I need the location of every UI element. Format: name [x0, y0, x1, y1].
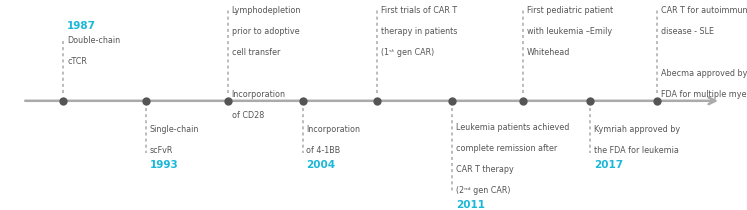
- Text: Leukemia patients achieved: Leukemia patients achieved: [456, 123, 569, 132]
- Text: complete remission after: complete remission after: [456, 144, 557, 153]
- Text: disease - SLE: disease - SLE: [661, 27, 714, 36]
- Text: Whitehead: Whitehead: [527, 48, 570, 57]
- Text: scFvR: scFvR: [149, 146, 173, 155]
- Text: Double-chain: Double-chain: [67, 36, 120, 45]
- Text: CAR T therapy: CAR T therapy: [456, 165, 513, 174]
- Text: 2021: 2021: [661, 0, 690, 2]
- Text: First pediatric patient: First pediatric patient: [527, 6, 613, 15]
- Text: CAR T for autoimmune: CAR T for autoimmune: [661, 6, 747, 15]
- Text: Single-chain: Single-chain: [149, 125, 199, 134]
- Text: of CD28: of CD28: [232, 111, 264, 120]
- Text: Incorporation: Incorporation: [232, 90, 285, 99]
- Text: of 4-1BB: of 4-1BB: [306, 146, 341, 155]
- Text: Incorporation: Incorporation: [306, 125, 360, 134]
- Text: Kymriah approved by: Kymriah approved by: [594, 125, 680, 134]
- Text: 1987: 1987: [67, 21, 96, 32]
- Text: Lymphodepletion: Lymphodepletion: [232, 6, 301, 15]
- Text: therapy in patients: therapy in patients: [381, 27, 457, 36]
- Text: FDA for multiple myeloma: FDA for multiple myeloma: [661, 90, 747, 99]
- Text: 2002: 2002: [232, 0, 261, 2]
- Text: (2ⁿᵈ gen CAR): (2ⁿᵈ gen CAR): [456, 186, 510, 195]
- Text: 2017: 2017: [594, 160, 623, 170]
- Text: prior to adoptive: prior to adoptive: [232, 27, 300, 36]
- Text: 1993: 1993: [149, 160, 178, 170]
- Text: First trials of CAR T: First trials of CAR T: [381, 6, 457, 15]
- Text: cTCR: cTCR: [67, 57, 87, 66]
- Text: 2006: 2006: [381, 0, 410, 2]
- Text: Abecma approved by the: Abecma approved by the: [661, 69, 747, 78]
- Text: cell transfer: cell transfer: [232, 48, 280, 57]
- Text: 2012: 2012: [527, 0, 556, 2]
- Text: 2011: 2011: [456, 200, 485, 210]
- Text: 2004: 2004: [306, 160, 335, 170]
- Text: with leukemia –Emily: with leukemia –Emily: [527, 27, 612, 36]
- Text: (1ˢᵗ gen CAR): (1ˢᵗ gen CAR): [381, 48, 434, 57]
- Text: the FDA for leukemia: the FDA for leukemia: [594, 146, 679, 155]
